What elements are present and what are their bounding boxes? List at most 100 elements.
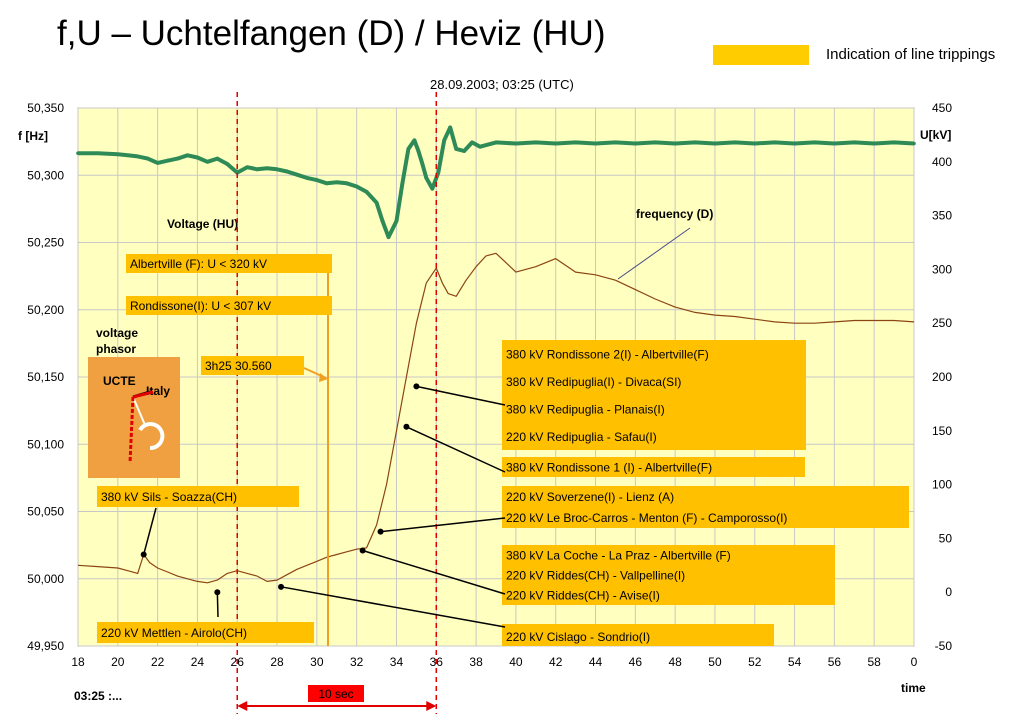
trip-leader-line xyxy=(416,385,506,406)
voltage-point xyxy=(76,151,80,155)
voltage-point xyxy=(593,141,598,146)
voltage-point xyxy=(386,235,391,239)
x-tick-label: 48 xyxy=(668,655,682,669)
frequency-series-label: frequency (D) xyxy=(636,207,713,221)
trip-leader-line xyxy=(280,586,506,628)
phasor-rotation-arrow xyxy=(138,422,165,451)
voltage-point xyxy=(165,158,170,163)
trip-label-text: Rondissone(I): U < 307 kV xyxy=(130,299,271,313)
voltage-point xyxy=(364,190,369,194)
voltage-point xyxy=(478,144,482,149)
trip-leader-line xyxy=(362,549,506,595)
x-tick-label: 52 xyxy=(748,655,762,669)
trip-label-box xyxy=(502,624,774,646)
voltage-point xyxy=(295,172,299,177)
frequency-label-leader xyxy=(617,227,691,280)
voltage-point xyxy=(315,178,319,182)
y-right-tick-label: 250 xyxy=(932,316,952,330)
y-left-tick-label: 50,250 xyxy=(27,236,64,250)
voltage-point xyxy=(872,141,876,146)
x-tick-label: 30 xyxy=(310,655,324,669)
phasor-label-line1: voltage xyxy=(96,326,138,340)
y-right-tick-label: 100 xyxy=(932,478,952,492)
y-left-tick-label: 50,200 xyxy=(27,303,64,317)
voltage-point xyxy=(494,140,498,145)
trip-label-text: 380 kV Redipuglia - Planais(I) xyxy=(506,402,665,416)
voltage-point xyxy=(514,141,518,146)
x-tick-label: 32 xyxy=(350,655,364,669)
phasor-inset xyxy=(88,357,180,478)
voltage-point xyxy=(406,147,411,151)
trip-label-text: 220 kV Mettlen - Airolo(CH) xyxy=(101,626,247,640)
x-tick-label: 0 xyxy=(911,655,918,669)
y-right-tick-label: 350 xyxy=(932,209,952,223)
trip-point-marker xyxy=(413,383,420,390)
trip-label-text: 380 kV Rondissone 2(I) - Albertville(F) xyxy=(506,347,709,361)
trip-label-text: Albertville (F): U < 320 kV xyxy=(130,257,267,271)
trip-label-box xyxy=(126,296,332,315)
voltage-point xyxy=(205,160,210,164)
trip-label-box xyxy=(502,340,806,450)
trip-label-text: 380 kV Sils - Soazza(CH) xyxy=(101,490,237,504)
trip-label-text: 220 kV Cislago - Sondrio(I) xyxy=(506,630,650,644)
x-axis-label: time xyxy=(901,681,926,695)
phasor-red-vector xyxy=(128,396,135,464)
voltage-point xyxy=(693,140,697,145)
trip-point-marker xyxy=(140,551,147,558)
trip-point-marker xyxy=(403,423,410,430)
trip-leader-line xyxy=(142,507,157,555)
x-tick-label: 24 xyxy=(191,655,205,669)
voltage-point xyxy=(325,181,329,186)
y-left-tick-label: 49,950 xyxy=(27,639,64,653)
voltage-point xyxy=(462,149,466,153)
y-left-tick-label: 50,300 xyxy=(27,168,64,182)
voltage-point xyxy=(305,176,309,180)
trip-label-text: 220 kV Riddes(CH) - Vallpelline(I) xyxy=(506,569,685,583)
voltage-point xyxy=(713,141,717,146)
x-tick-label: 40 xyxy=(509,655,523,669)
interval-label: 10 sec xyxy=(318,687,353,701)
y-right-tick-label: -50 xyxy=(935,639,953,653)
y-left-axis-label: f [Hz] xyxy=(18,129,48,143)
voltage-series-label: Voltage (HU) xyxy=(167,217,238,231)
voltage-point xyxy=(275,167,279,172)
trip-label-text: 220 kV Redipuglia - Safau(I) xyxy=(506,430,657,444)
x-tick-label: 46 xyxy=(629,655,643,669)
phasor-rotation-mark xyxy=(132,396,146,426)
voltage-point xyxy=(553,141,558,146)
voltage-point xyxy=(412,138,417,143)
voltage-point xyxy=(235,170,240,175)
voltage-point xyxy=(185,153,190,158)
phasor-ucte-label: UCTE xyxy=(103,374,136,388)
y-left-tick-label: 50,000 xyxy=(27,572,64,586)
voltage-point xyxy=(436,170,441,175)
voltage-point xyxy=(752,141,757,146)
voltage-point xyxy=(354,184,359,189)
trip-label-box xyxy=(502,545,835,605)
voltage-point xyxy=(470,140,474,145)
y-right-tick-label: 0 xyxy=(945,585,952,599)
voltage-point xyxy=(125,153,130,158)
time-origin-label: 03:25 :... xyxy=(74,689,122,703)
voltage-point xyxy=(145,156,150,161)
voltage-point xyxy=(225,162,230,166)
voltage-point xyxy=(812,140,817,145)
y-right-tick-label: 50 xyxy=(939,531,953,545)
voltage-point xyxy=(430,186,435,191)
voltage-point xyxy=(116,152,120,157)
trip-label-text: 220 kV Soverzene(I) - Lienz (A) xyxy=(506,490,674,504)
voltage-point xyxy=(424,176,429,180)
y-left-tick-label: 50,150 xyxy=(27,370,64,384)
voltage-point xyxy=(442,138,447,143)
y-left-tick-label: 50,100 xyxy=(27,437,64,451)
interval-label-box xyxy=(308,685,364,702)
x-tick-label: 28 xyxy=(270,655,284,669)
x-tick-label: 50 xyxy=(708,655,722,669)
x-tick-label: 54 xyxy=(788,655,802,669)
voltage-point xyxy=(400,181,405,186)
voltage-point xyxy=(135,154,140,159)
voltage-point xyxy=(394,219,399,223)
voltage-point xyxy=(374,200,379,205)
trip-label-text: 3h25 30.560 xyxy=(205,359,272,373)
voltage-point xyxy=(454,147,458,151)
